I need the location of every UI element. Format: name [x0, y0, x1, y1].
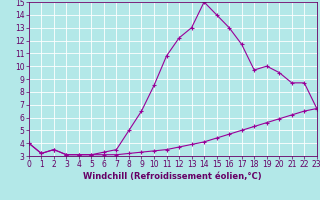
X-axis label: Windchill (Refroidissement éolien,°C): Windchill (Refroidissement éolien,°C) [84, 172, 262, 181]
